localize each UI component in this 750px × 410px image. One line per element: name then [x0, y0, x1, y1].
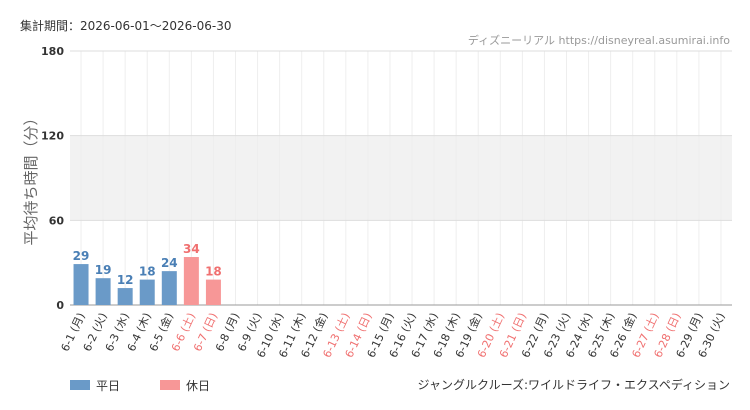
- bar: [117, 288, 133, 305]
- shaded-band: [70, 135, 732, 221]
- data-label: 12: [117, 273, 134, 287]
- y-tick-label: 0: [56, 299, 64, 312]
- data-label: 29: [73, 249, 90, 263]
- legend-label: 休日: [186, 379, 210, 393]
- source: ディズニーリアル https://disneyreal.asumirai.inf…: [468, 33, 730, 47]
- bar: [73, 264, 89, 305]
- data-label: 18: [205, 265, 222, 279]
- bar: [139, 279, 155, 305]
- y-axis-label: 平均待ち時間（分）: [22, 110, 40, 245]
- bar: [205, 279, 221, 305]
- y-tick-label: 60: [49, 214, 65, 227]
- bar: [95, 278, 111, 305]
- chart-title: 集計期間：2026-06-01～2026-06-30: [20, 18, 231, 33]
- caption: ジャングルクルーズ:ワイルドライフ・エクスペディション: [418, 377, 730, 392]
- data-label: 19: [95, 263, 112, 277]
- y-tick-label: 120: [41, 130, 64, 143]
- bar: [161, 271, 177, 305]
- data-label: 18: [139, 265, 156, 279]
- legend-label: 平日: [96, 379, 120, 393]
- legend-swatch: [70, 380, 90, 390]
- bar: [183, 257, 199, 305]
- y-tick-label: 180: [41, 45, 64, 58]
- legend-swatch: [160, 380, 180, 390]
- data-label: 34: [183, 242, 200, 256]
- data-label: 24: [161, 256, 178, 270]
